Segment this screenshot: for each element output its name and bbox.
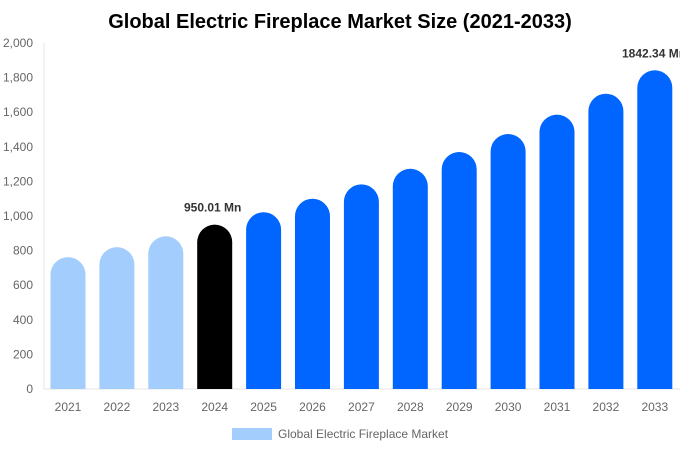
bar-2027[interactable] [343, 184, 379, 389]
legend[interactable]: Global Electric Fireplace Market [232, 427, 449, 441]
x-tick-label: 2021 [55, 400, 82, 414]
x-tick-label: 2025 [250, 400, 277, 414]
bar-2022[interactable] [99, 247, 135, 389]
x-tick-label: 2029 [446, 400, 473, 414]
x-tick-label: 2022 [104, 400, 131, 414]
data-labels: 950.01 Mn 1842.34 Mn [184, 46, 680, 214]
y-tick-label: 0 [26, 382, 33, 396]
y-tick-label: 400 [13, 313, 33, 327]
x-tick-label: 2033 [641, 400, 668, 414]
bar-2023[interactable] [148, 236, 184, 389]
bar-2031[interactable] [539, 114, 575, 389]
y-tick-label: 2,000 [3, 36, 33, 50]
x-tick-label: 2023 [152, 400, 179, 414]
x-tick-label: 2030 [495, 400, 522, 414]
x-tick-label: 2024 [201, 400, 228, 414]
y-tick-label: 600 [13, 278, 33, 292]
x-tick-label: 2031 [544, 400, 571, 414]
bar-2030[interactable] [490, 134, 526, 389]
x-tick-label: 2028 [397, 400, 424, 414]
bar-2029[interactable] [441, 151, 477, 389]
y-tick-label: 1,000 [3, 209, 33, 223]
x-tick-label: 2026 [299, 400, 326, 414]
legend-swatch [232, 428, 272, 440]
bar-2033[interactable] [637, 70, 673, 390]
y-tick-label: 1,600 [3, 105, 33, 119]
x-axis: 2021 2022 2023 2024 2025 2026 2027 2028 2029 2030… [44, 388, 680, 414]
y-axis: 0 200 400 600 800 1,000 1,200 1,400 1,600 1,800 2,… [3, 36, 45, 396]
y-tick-label: 1,400 [3, 140, 33, 154]
bar-2028[interactable] [392, 168, 428, 389]
y-tick-label: 1,200 [3, 174, 33, 188]
y-tick-label: 800 [13, 244, 33, 258]
legend-label: Global Electric Fireplace Market [278, 427, 449, 441]
bar-2026[interactable] [295, 198, 330, 389]
chart-title: Global Electric Fireplace Market Size (2… [108, 11, 572, 33]
x-tick-label: 2032 [593, 400, 620, 414]
x-tick-label: 2027 [348, 400, 375, 414]
y-tick-label: 1,800 [3, 71, 33, 85]
bar-2021[interactable] [50, 257, 86, 389]
bar-2032[interactable] [588, 93, 624, 390]
data-label: 1842.34 Mn [622, 46, 680, 60]
y-tick-label: 200 [13, 347, 33, 361]
data-label: 950.01 Mn [184, 201, 241, 215]
bar-2024[interactable] [197, 224, 233, 389]
bar-2025[interactable] [246, 212, 282, 389]
bars [50, 70, 673, 390]
